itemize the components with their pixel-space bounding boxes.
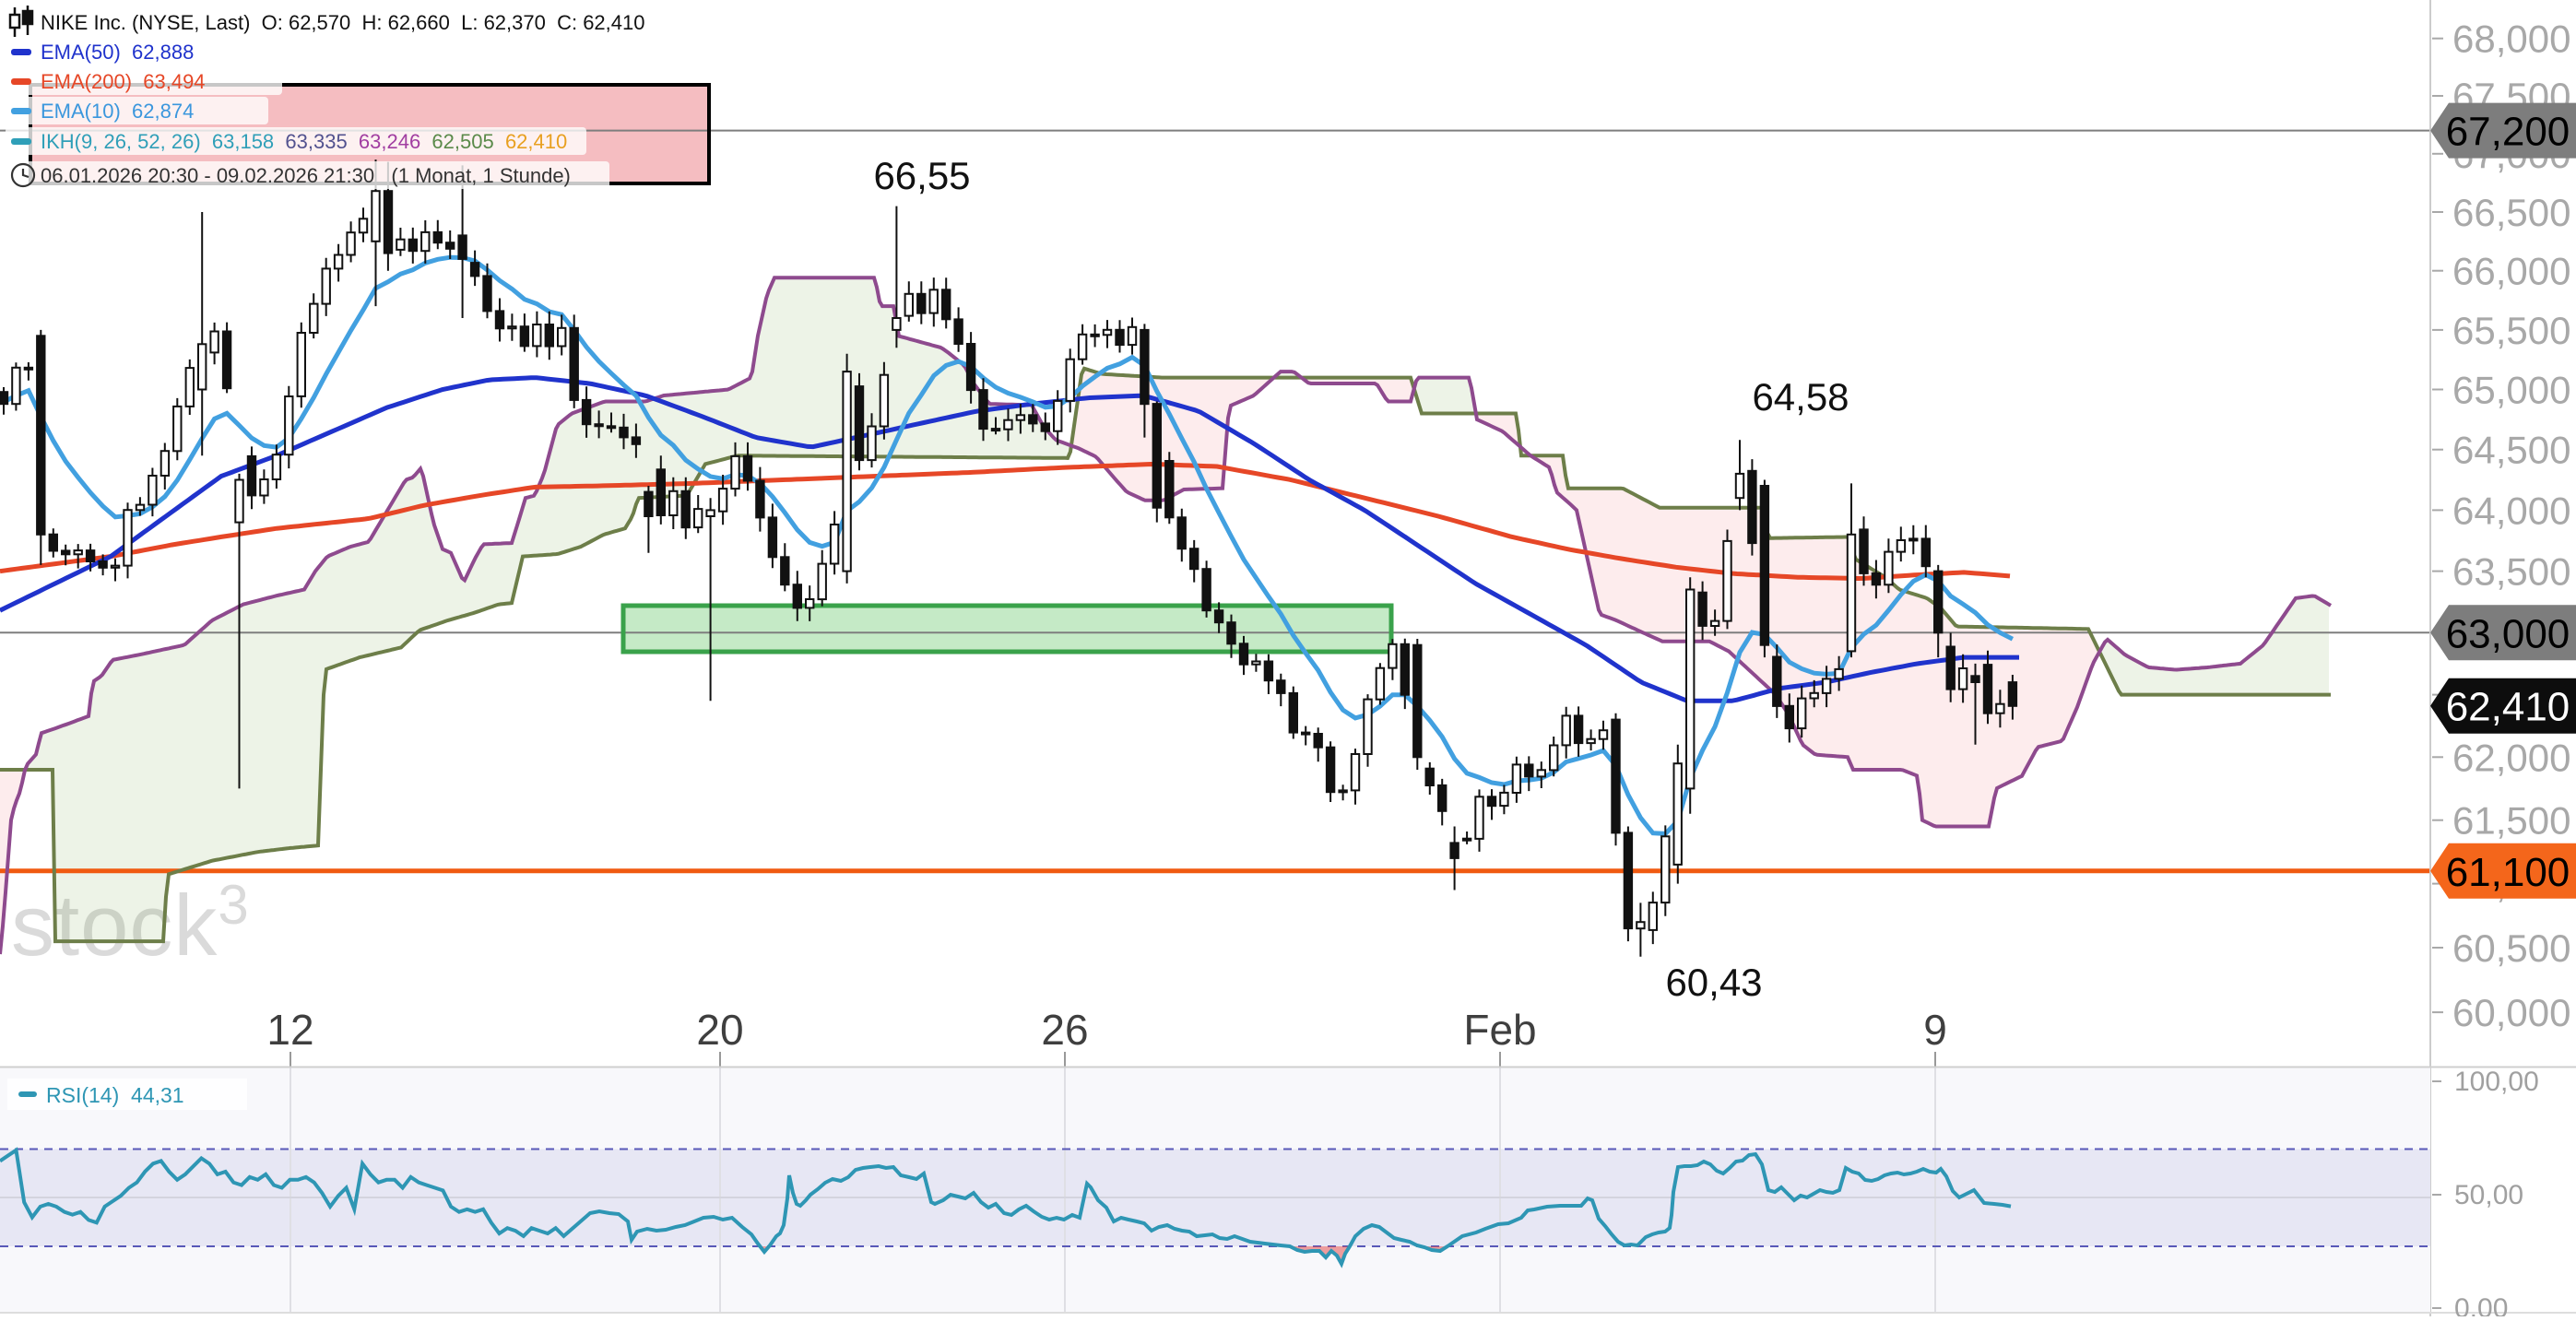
svg-text:64,000: 64,000 [2452,489,2570,532]
svg-text:62,000: 62,000 [2452,736,2570,779]
svg-text:RSI(14) 44,31: RSI(14) 44,31 [46,1083,184,1107]
svg-text:60,000: 60,000 [2452,991,2570,1034]
svg-text:66,500: 66,500 [2452,191,2570,234]
svg-text:50,00: 50,00 [2454,1180,2523,1210]
svg-text:62,410: 62,410 [2446,685,2570,730]
svg-text:IKH(9, 26, 52, 26) 63,158 63: IKH(9, 26, 52, 26) 63,158 63,335 63,246 … [41,130,567,153]
svg-text:65,500: 65,500 [2452,309,2570,352]
svg-text:06.01.2026 20:30 - 09.02.2026: 06.01.2026 20:30 - 09.02.2026 21:30 (1 M… [41,164,571,187]
svg-text:64,58: 64,58 [1752,375,1849,419]
svg-text:66,55: 66,55 [873,154,970,197]
svg-text:9: 9 [1923,1006,1947,1054]
svg-text:stock3: stock3 [11,874,250,973]
svg-text:68,000: 68,000 [2452,18,2570,61]
svg-text:EMA(50) 62,888: EMA(50) 62,888 [41,41,194,64]
svg-text:EMA(10) 62,874: EMA(10) 62,874 [41,100,194,123]
svg-text:12: 12 [266,1006,313,1054]
svg-text:0,00: 0,00 [2454,1293,2508,1316]
svg-text:60,500: 60,500 [2452,926,2570,970]
svg-text:NIKE Inc. (NYSE, Last) O: 62,: NIKE Inc. (NYSE, Last) O: 62,570 H: 62,6… [41,11,644,34]
svg-text:60,43: 60,43 [1665,961,1762,1004]
svg-text:Feb: Feb [1463,1006,1536,1054]
svg-text:63,000: 63,000 [2446,611,2570,656]
svg-text:63,500: 63,500 [2452,550,2570,594]
svg-text:61,500: 61,500 [2452,799,2570,843]
svg-text:65,000: 65,000 [2452,369,2570,412]
svg-text:67,200: 67,200 [2446,110,2570,155]
svg-text:64,500: 64,500 [2452,429,2570,472]
svg-text:20: 20 [696,1006,743,1054]
svg-text:61,100: 61,100 [2446,850,2570,895]
svg-text:EMA(200) 63,494: EMA(200) 63,494 [41,70,206,93]
svg-text:100,00: 100,00 [2454,1067,2539,1097]
svg-text:26: 26 [1041,1006,1088,1054]
svg-text:66,000: 66,000 [2452,250,2570,293]
